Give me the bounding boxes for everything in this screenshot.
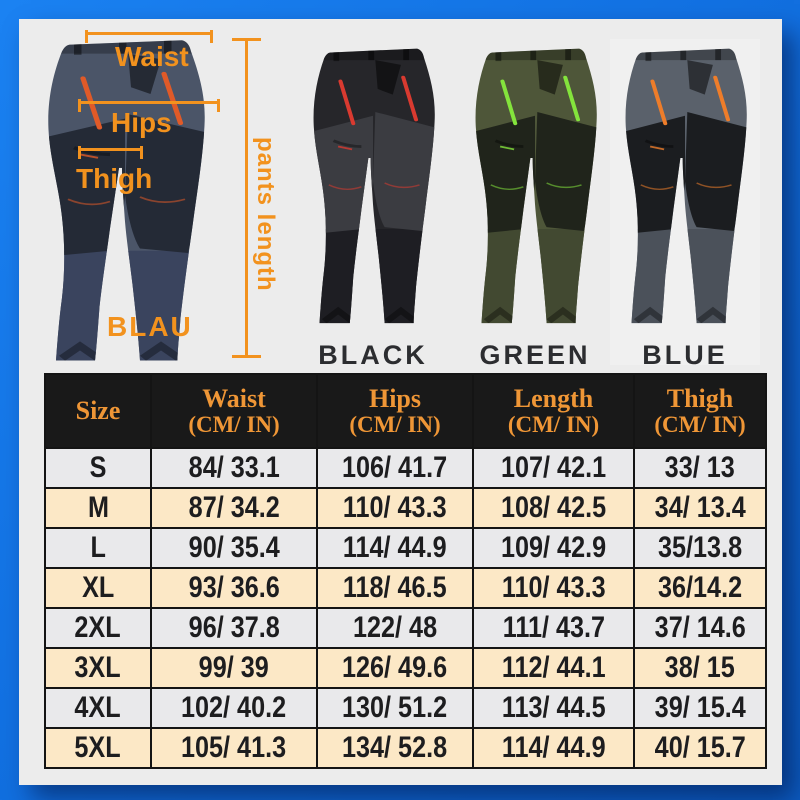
measurement-cell: 134/ 52.8 xyxy=(316,727,474,769)
pants-length-measure-line xyxy=(232,38,261,358)
table-row: XL 93/ 36.6 118/ 46.5 110/ 43.3 36/14.2 xyxy=(44,567,767,609)
size-cell: 5XL xyxy=(44,727,152,769)
measurement-cell: 102/ 40.2 xyxy=(150,687,318,729)
pants-illustration xyxy=(313,48,435,324)
measurement-cell: 114/ 44.9 xyxy=(472,727,635,769)
color-name-blau: BLAU xyxy=(107,311,193,342)
thigh-measure-line xyxy=(78,146,143,159)
measurement-cell: 106/ 41.7 xyxy=(316,447,474,489)
size-cell: L xyxy=(44,527,152,569)
measurement-cell: 126/ 49.6 xyxy=(316,647,474,689)
pants-image-green xyxy=(442,39,628,327)
pants-image-black xyxy=(280,39,466,327)
measurement-cell: 87/ 34.2 xyxy=(150,487,318,529)
table-row: L 90/ 35.4 114/ 44.9 109/ 42.9 35/13.8 xyxy=(44,527,767,569)
measurement-cell: 110/ 43.3 xyxy=(316,487,474,529)
measurement-cell: 110/ 43.3 xyxy=(472,567,635,609)
measurement-cell: 111/ 43.7 xyxy=(472,607,635,649)
column-header: Thigh (CM/ IN) xyxy=(633,373,767,449)
pants-illustration xyxy=(48,40,205,361)
measurement-cell: 35/13.8 xyxy=(633,527,767,569)
black-pants-figure: BLACK xyxy=(298,39,448,370)
waist-measure-line xyxy=(85,30,213,43)
blue-pants-figure: BLUE xyxy=(610,39,760,370)
size-cell: XL xyxy=(44,567,152,609)
table-row: 2XL 96/ 37.8 122/ 48 111/ 43.7 37/ 14.6 xyxy=(44,607,767,649)
measurement-cell: 38/ 15 xyxy=(633,647,767,689)
measurement-cell: 130/ 51.2 xyxy=(316,687,474,729)
annotated-pants-figure: Waist Hips Thigh pants length BLAU xyxy=(19,19,291,373)
measurement-cell: 96/ 37.8 xyxy=(150,607,318,649)
measurement-cell: 112/ 44.1 xyxy=(472,647,635,689)
measurement-cell: 118/ 46.5 xyxy=(316,567,474,609)
thigh-label: Thigh xyxy=(76,163,153,194)
column-header: Length (CM/ IN) xyxy=(472,373,635,449)
measurement-cell: 34/ 13.4 xyxy=(633,487,767,529)
content-canvas: Waist Hips Thigh pants length BLAU BLACK… xyxy=(19,19,782,785)
pants-image-blau xyxy=(5,29,245,365)
table-row: M 87/ 34.2 110/ 43.3 108/ 42.5 34/ 13.4 xyxy=(44,487,767,529)
table-row: 4XL 102/ 40.2 130/ 51.2 113/ 44.5 39/ 15.4 xyxy=(44,687,767,729)
measurement-cell: 93/ 36.6 xyxy=(150,567,318,609)
variant-label-black: BLACK xyxy=(318,340,428,370)
measurement-cell: 105/ 41.3 xyxy=(150,727,318,769)
measurement-cell: 107/ 42.1 xyxy=(472,447,635,489)
size-cell: M xyxy=(44,487,152,529)
measurement-cell: 90/ 35.4 xyxy=(150,527,318,569)
size-cell: S xyxy=(44,447,152,489)
measurement-cell: 39/ 15.4 xyxy=(633,687,767,729)
measurement-cell: 36/14.2 xyxy=(633,567,767,609)
measurement-cell: 33/ 13 xyxy=(633,447,767,489)
pants-illustration xyxy=(475,48,597,324)
variant-label-green: GREEN xyxy=(479,340,591,370)
size-cell: 4XL xyxy=(44,687,152,729)
waist-label: Waist xyxy=(115,41,189,72)
product-gallery: Waist Hips Thigh pants length BLAU BLACK… xyxy=(19,19,782,373)
green-pants-figure: GREEN xyxy=(460,39,610,370)
measurement-cell: 122/ 48 xyxy=(316,607,474,649)
measurement-cell: 108/ 42.5 xyxy=(472,487,635,529)
column-header: Hips (CM/ IN) xyxy=(316,373,474,449)
table-row: 3XL 99/ 39 126/ 49.6 112/ 44.1 38/ 15 xyxy=(44,647,767,689)
hips-measure-line xyxy=(78,99,220,112)
column-header: Size xyxy=(44,373,152,449)
table-row: 5XL 105/ 41.3 134/ 52.8 114/ 44.9 40/ 15.7 xyxy=(44,727,767,769)
measurement-cell: 114/ 44.9 xyxy=(316,527,474,569)
hips-label: Hips xyxy=(111,107,172,138)
column-header: Waist (CM/ IN) xyxy=(150,373,318,449)
size-cell: 2XL xyxy=(44,607,152,649)
measurement-cell: 109/ 42.9 xyxy=(472,527,635,569)
table-row: S 84/ 33.1 106/ 41.7 107/ 42.1 33/ 13 xyxy=(44,447,767,489)
measurement-cell: 37/ 14.6 xyxy=(633,607,767,649)
measurement-cell: 113/ 44.5 xyxy=(472,687,635,729)
variant-label-blue: BLUE xyxy=(642,340,728,370)
pants-length-label: pants length xyxy=(252,137,279,292)
pants-illustration xyxy=(625,48,747,324)
size-chart-header: Size Waist (CM/ IN) Hips (CM/ IN) Length (CM/ … xyxy=(44,373,767,449)
measurement-cell: 84/ 33.1 xyxy=(150,447,318,489)
measurement-cell: 99/ 39 xyxy=(150,647,318,689)
measurement-cell: 40/ 15.7 xyxy=(633,727,767,769)
size-chart-table: Size Waist (CM/ IN) Hips (CM/ IN) Length (CM/ … xyxy=(44,373,767,769)
pants-image-blue xyxy=(592,39,778,327)
size-cell: 3XL xyxy=(44,647,152,689)
